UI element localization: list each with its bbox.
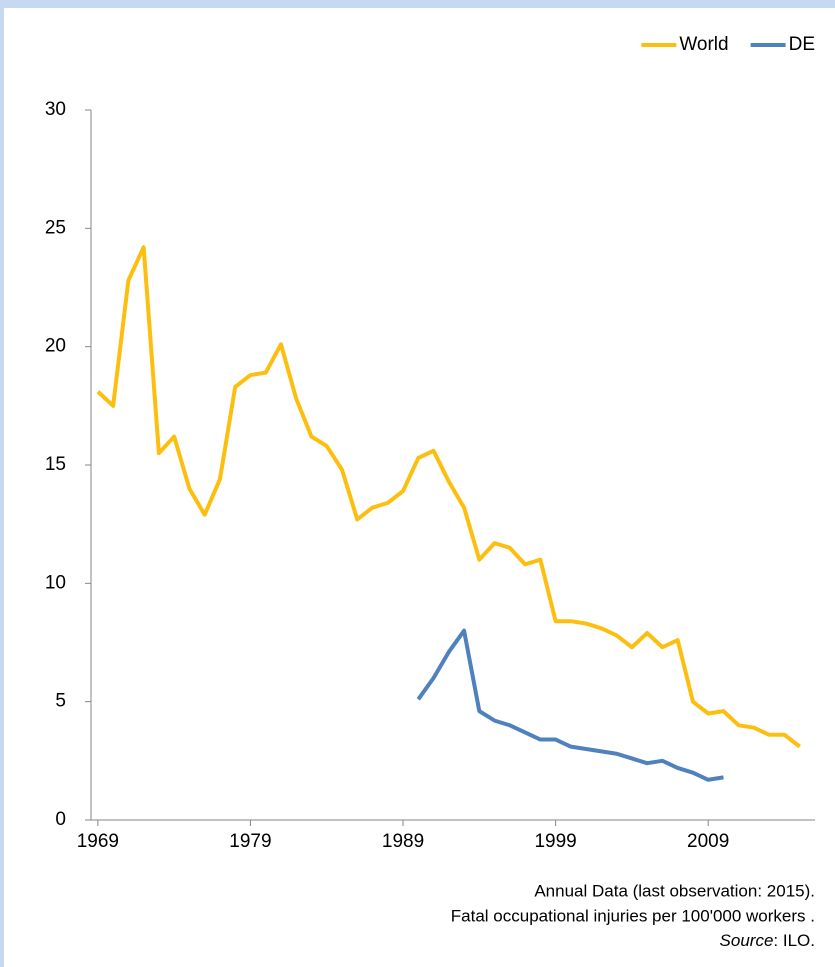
source-text: : ILO.: [773, 931, 815, 950]
y-tick-label: 25: [45, 217, 66, 238]
line-series: [96, 245, 801, 749]
x-tick-label: 1999: [534, 831, 576, 852]
y-tick-label: 15: [45, 454, 66, 475]
source-label: Source: [720, 931, 774, 950]
y-tick-label: 5: [55, 691, 66, 712]
note: Annual Data (last observation: 2015).: [534, 881, 815, 900]
x-tick-label: 1969: [77, 831, 119, 852]
legend-label: World: [679, 34, 728, 55]
note: Fatal occupational injuries per 100'000 …: [451, 906, 815, 925]
x-tick-label: 1989: [382, 831, 424, 852]
line-series: [416, 628, 724, 782]
chart-background: [4, 8, 835, 967]
y-tick-label: 0: [55, 809, 66, 830]
y-tick-label: 20: [45, 336, 66, 357]
y-tick-label: 10: [45, 572, 66, 593]
legend-label: DE: [789, 34, 815, 55]
y-tick-label: 30: [45, 99, 66, 120]
source: Source: ILO.: [720, 931, 815, 950]
x-tick-label: 1979: [229, 831, 271, 852]
x-tick-label: 2009: [687, 831, 729, 852]
